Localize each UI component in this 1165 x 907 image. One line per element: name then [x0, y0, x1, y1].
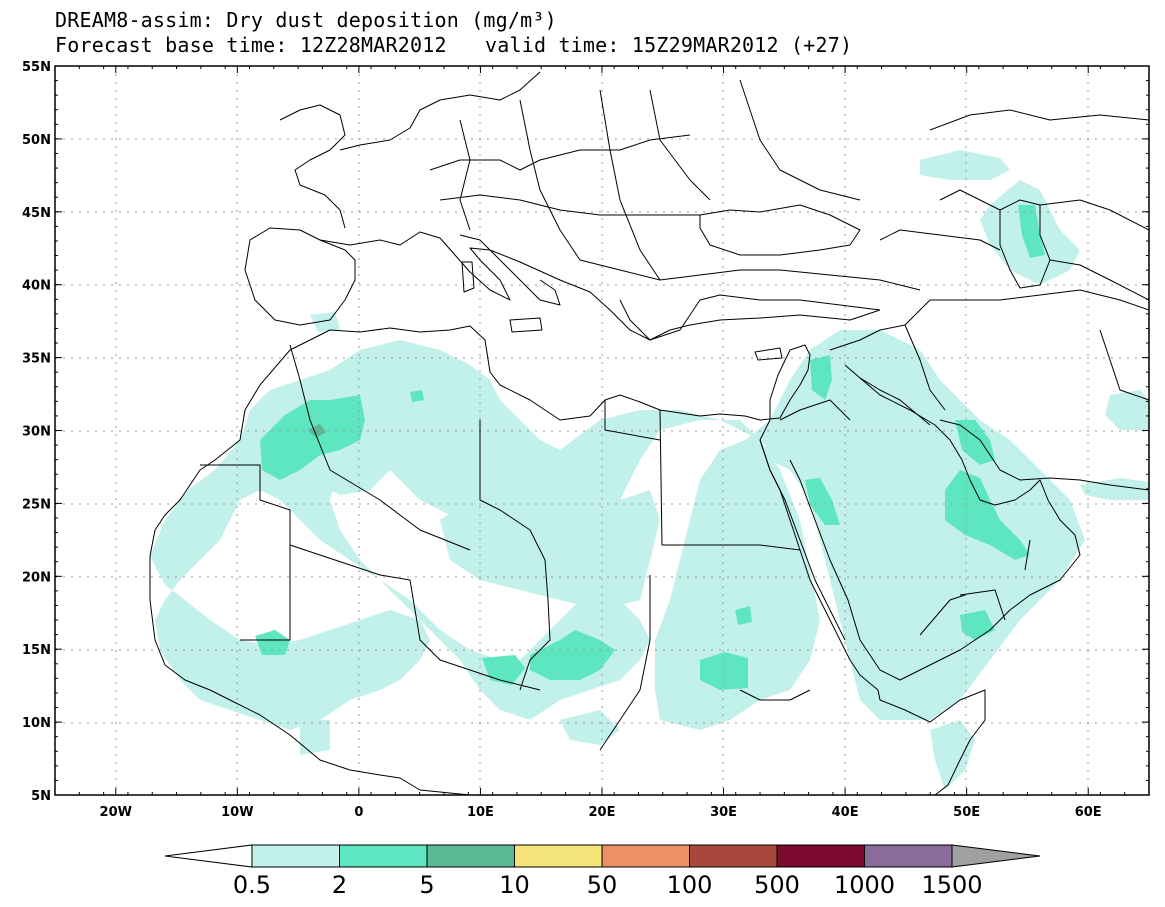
colorbar-swatch — [689, 844, 778, 868]
lon-tick-label: 20E — [589, 805, 616, 820]
lon-tick-label: 50E — [953, 805, 980, 820]
map-title: DREAM8-assim: Dry dust deposition (mg/m³… — [55, 8, 557, 32]
colorbar-label: 1000 — [834, 871, 895, 899]
colorbar-swatch — [251, 844, 340, 868]
colorbar-swatch — [339, 844, 428, 868]
colorbar-label: 10 — [499, 871, 530, 899]
axis-ticks: 20W 10W 0 10E 20E 30E 40E 50E 60E 55N 50N 45N 40N 35N… — [22, 60, 1150, 820]
lon-tick-label: 40E — [832, 805, 859, 820]
lat-tick-label: 45N — [22, 206, 51, 221]
lat-tick-label: 30N — [22, 425, 51, 440]
lat-tick-label: 25N — [22, 497, 51, 512]
gridlines — [55, 66, 1149, 795]
colorbar-swatch — [601, 844, 690, 868]
lon-tick-label: 0 — [354, 805, 363, 820]
lat-tick-label: 35N — [22, 352, 51, 367]
colorbar-swatch — [514, 844, 603, 868]
deposition-level-2-5 — [255, 205, 1045, 690]
colorbar-label: 0.5 — [233, 871, 271, 899]
colorbar-swatch — [776, 844, 865, 868]
lon-tick-label: 60E — [1075, 805, 1102, 820]
deposition-level-5-10 — [308, 424, 326, 438]
valid-time: valid time: 15Z29MAR2012 (+27) — [485, 33, 853, 57]
colorbar-over-arrow — [951, 844, 1041, 868]
map-area — [55, 66, 1149, 795]
colorbar-label: 1500 — [921, 871, 982, 899]
forecast-times: Forecast base time: 12Z28MAR2012 valid ti… — [55, 33, 852, 57]
colorbar-under-arrow — [164, 844, 253, 868]
colorbar: 0.5 2 5 10 50 100 500 1000 1500 — [164, 844, 1041, 899]
colorbar-swatch — [426, 844, 515, 868]
lat-tick-label: 50N — [22, 133, 51, 148]
lat-tick-label: 5N — [31, 789, 51, 804]
lat-tick-label: 40N — [22, 279, 51, 294]
colorbar-label: 500 — [754, 871, 800, 899]
lon-tick-label: 10E — [467, 805, 494, 820]
colorbar-label: 2 — [332, 871, 347, 899]
lat-tick-label: 20N — [22, 570, 51, 585]
lon-tick-label: 10W — [221, 805, 253, 820]
colorbar-label: 100 — [667, 871, 713, 899]
lat-tick-label: 15N — [22, 643, 51, 658]
lat-tick-label: 55N — [22, 60, 51, 75]
colorbar-label: 50 — [587, 871, 618, 899]
colorbar-label: 5 — [419, 871, 434, 899]
lon-tick-label: 30E — [710, 805, 737, 820]
base-time: Forecast base time: 12Z28MAR2012 — [55, 33, 447, 57]
lat-tick-label: 10N — [22, 716, 51, 731]
lon-tick-label: 20W — [100, 805, 132, 820]
coastlines-borders — [149, 71, 1149, 795]
colorbar-swatch — [864, 844, 953, 868]
